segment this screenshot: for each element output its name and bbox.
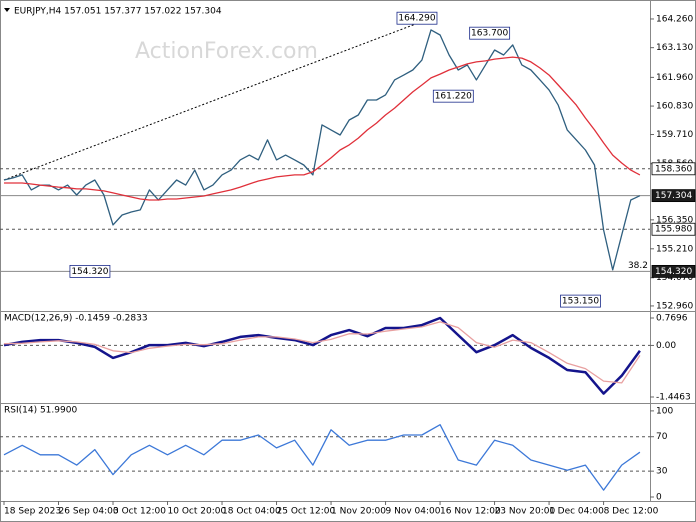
x-tick-label: 18 Sep 2023 xyxy=(4,507,61,517)
level-label: 157.304 xyxy=(655,191,692,201)
x-tick-label: 8 Dec 12:00 xyxy=(604,507,659,517)
level-label: 155.980 xyxy=(655,225,692,235)
x-tick-label: 16 Nov 12:00 xyxy=(440,507,501,517)
annotation-label: 153.150 xyxy=(562,297,599,307)
x-tick-label: 1 Nov 20:00 xyxy=(331,507,386,517)
annotation-box xyxy=(432,89,474,103)
y-tick-label: 156.350 xyxy=(656,215,693,225)
x-tick-label: 10 Oct 20:00 xyxy=(168,507,227,517)
panel-title: RSI(14) 51.9900 xyxy=(4,406,77,416)
y-tick-label: -1.4463 xyxy=(656,392,691,402)
series-line xyxy=(3,316,641,395)
y-tick-label: 30 xyxy=(656,467,668,477)
y-tick-label: 161.960 xyxy=(656,73,693,83)
level-label-box xyxy=(651,264,696,278)
y-tick-label: 0.00 xyxy=(656,341,676,351)
annotation-box xyxy=(69,264,111,278)
y-tick-label: 100 xyxy=(656,406,673,416)
y-tick-label: 159.710 xyxy=(656,130,693,140)
level-label-box xyxy=(651,189,696,203)
y-tick-label: 154.070 xyxy=(656,273,693,283)
y-tick-label: 0 xyxy=(656,492,662,502)
series-line xyxy=(3,321,641,384)
y-tick-label: 164.260 xyxy=(656,14,693,24)
series-line xyxy=(4,56,641,201)
fib-label: 38.2 xyxy=(628,261,648,271)
level-label-box xyxy=(651,162,696,176)
watermark: ActionForex.com xyxy=(135,39,318,64)
level-label: 158.360 xyxy=(655,164,692,174)
y-tick-label: 155.210 xyxy=(656,244,693,254)
x-tick-label: 25 Oct 12:00 xyxy=(277,507,336,517)
level-label: 154.320 xyxy=(655,267,692,277)
series-line xyxy=(3,424,641,491)
annotation-box xyxy=(560,294,601,308)
y-tick-label: 70 xyxy=(656,432,668,442)
x-tick-label: 3 Oct 12:00 xyxy=(113,507,166,517)
annotation-label: 154.320 xyxy=(71,267,108,277)
panel-title: MACD(12,26,9) -0.1459 -0.2833 xyxy=(4,314,148,324)
annotation-box xyxy=(469,26,511,40)
y-tick-label: 0.7696 xyxy=(656,314,688,324)
annotation-label: 163.700 xyxy=(471,29,508,39)
y-tick-label: 160.830 xyxy=(656,102,693,112)
x-tick-label: 26 Sep 04:00 xyxy=(59,507,119,517)
level-label-box xyxy=(651,222,696,236)
title-icon xyxy=(4,8,10,12)
series-line xyxy=(3,29,641,271)
y-tick-label: 152.960 xyxy=(656,301,693,311)
trendline xyxy=(3,17,432,181)
y-tick-label: 163.130 xyxy=(656,43,693,53)
x-tick-label: 23 Nov 20:00 xyxy=(495,507,556,517)
x-tick-label: 18 Oct 04:00 xyxy=(222,507,281,517)
panel-title: EURJPY,H4 157.051 157.377 157.022 157.30… xyxy=(14,7,222,17)
annotation-label: 164.290 xyxy=(398,14,435,24)
annotation-label: 161.220 xyxy=(435,92,472,102)
x-tick-label: 1 Dec 04:00 xyxy=(549,507,604,517)
annotation-box xyxy=(396,11,438,25)
x-tick-label: 9 Nov 04:00 xyxy=(386,507,441,517)
